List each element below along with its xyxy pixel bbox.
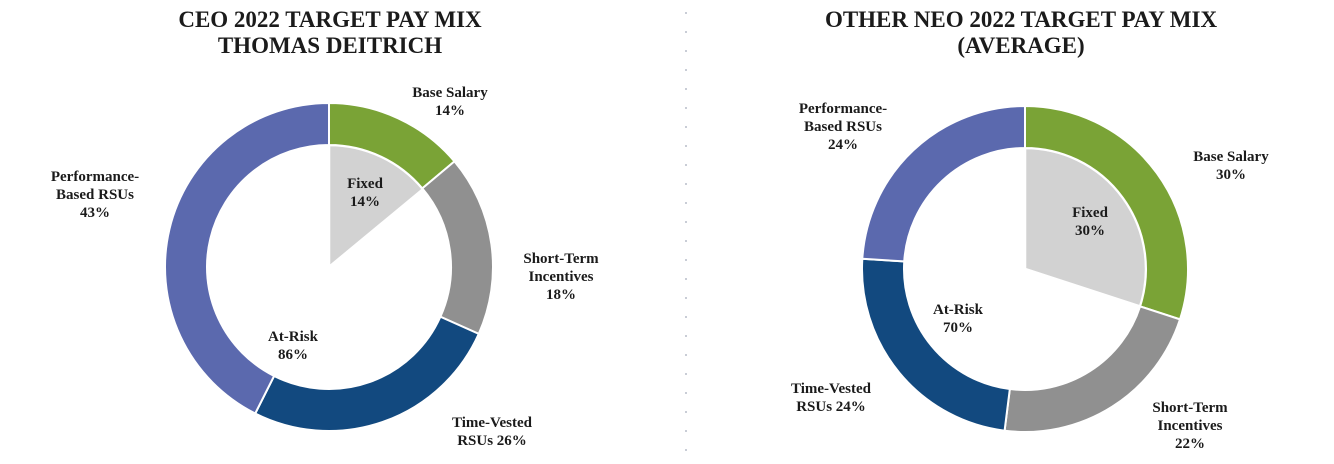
chart1-label-fixed-line: Fixed [347,176,383,192]
chart2-label-base-salary-line: 30% [1216,167,1246,183]
chart1-segment-performance-based-rsus [164,101,330,415]
chart1-label-at-risk: At-Risk 86% [143,328,443,364]
ceo-chart-title: CEO 2022 TARGET PAY MIX THOMAS DEITRICH [0,7,660,59]
neo-chart-title-line1: OTHER NEO 2022 TARGET PAY MIX [824,7,1218,32]
chart2-label-performance-based-rsus-line: 24% [828,137,858,153]
chart1-label-performance-based-rsus-line: Performance- [50,169,140,185]
ceo-chart-title-line2: THOMAS DEITRICH [217,33,443,58]
chart2-label-fixed: Fixed 30% [940,204,1240,240]
chart2-label-at-risk: At-Risk 70% [808,301,1108,337]
chart1-label-fixed-line: 14% [350,194,380,210]
chart2-label-short-term-incentives: Short-Term Incentives 22% [1040,399,1334,453]
chart2-label-performance-based-rsus: Performance- Based RSUs 24% [693,100,993,154]
chart1-label-at-risk-line: At-Risk [267,329,318,345]
ceo-chart-title-line1: CEO 2022 TARGET PAY MIX [178,7,482,32]
chart2-label-base-salary-line: Base Salary [1193,149,1269,165]
chart2-label-time-vested-rsus-line: RSUs 24% [796,399,866,415]
chart1-label-base-salary: Base Salary 14% [300,84,600,120]
chart1-label-time-vested-rsus: Time-Vested RSUs 26% [342,414,642,450]
chart2-label-at-risk-line: 70% [943,320,973,336]
chart2-segment-performance-based-rsus [861,104,1026,263]
chart2-label-time-vested-rsus: Time-Vested RSUs 24% [681,380,981,416]
chart1-label-fixed: Fixed 14% [215,175,515,211]
chart2-label-fixed-line: 30% [1075,223,1105,239]
chart1-label-at-risk-line: 86% [278,347,308,363]
chart2-label-fixed-line: Fixed [1072,205,1108,221]
chart2-label-performance-based-rsus-line: Based RSUs [804,119,882,135]
chart1-label-performance-based-rsus-line: 43% [80,205,110,221]
chart1-label-performance-based-rsus: Performance- Based RSUs 43% [0,168,245,222]
chart1-label-short-term-incentives-line: 18% [546,287,576,303]
neo-chart-title-line2: (AVERAGE) [957,33,1085,58]
chart2-label-base-salary: Base Salary 30% [1081,148,1334,184]
chart2-label-performance-based-rsus-line: Performance- [798,101,888,117]
neo-chart-title: OTHER NEO 2022 TARGET PAY MIX (AVERAGE) [688,7,1334,59]
chart1-label-time-vested-rsus-line: RSUs 26% [457,433,527,449]
chart2-label-short-term-incentives-line: 22% [1175,436,1205,452]
chart1-label-time-vested-rsus-line: Time-Vested [452,415,532,431]
chart2-label-at-risk-line: At-Risk [932,302,983,318]
chart2-label-time-vested-rsus-line: Time-Vested [791,381,871,397]
chart1-label-base-salary-line: 14% [435,103,465,119]
chart1-label-performance-based-rsus-line: Based RSUs [56,187,134,203]
chart1-label-short-term-incentives: Short-Term Incentives 18% [411,250,711,304]
chart-divider-dotted-line [685,12,687,454]
chart1-label-short-term-incentives-line: Short-Term [523,251,599,267]
chart1-label-short-term-incentives-line: Incentives [528,269,594,285]
chart2-label-short-term-incentives-line: Incentives [1157,418,1223,434]
chart2-label-short-term-incentives-line: Short-Term [1152,400,1228,416]
chart1-label-base-salary-line: Base Salary [412,85,488,101]
